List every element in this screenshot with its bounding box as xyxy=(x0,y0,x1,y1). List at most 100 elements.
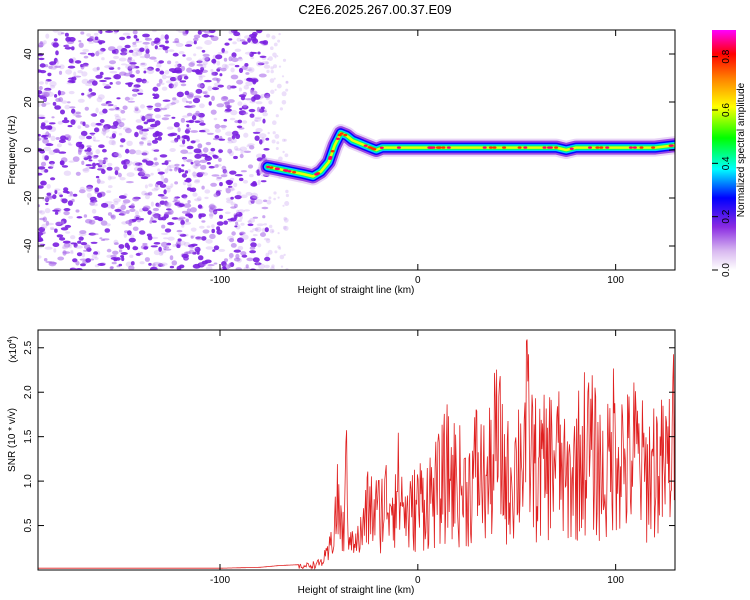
noise-point xyxy=(128,97,134,101)
noise-point xyxy=(174,63,180,68)
noise-point xyxy=(174,81,179,87)
noise-point xyxy=(82,48,90,53)
noise-point xyxy=(63,187,69,192)
noise-point xyxy=(265,238,271,244)
noise-point xyxy=(230,243,237,248)
noise-point xyxy=(163,237,169,240)
noise-point xyxy=(214,164,219,168)
noise-point xyxy=(238,87,242,92)
noise-point xyxy=(219,230,223,234)
noise-point xyxy=(52,194,57,200)
noise-point xyxy=(162,99,171,102)
noise-point xyxy=(52,209,60,212)
noise-point xyxy=(183,203,192,208)
noise-point xyxy=(88,88,93,92)
noise-point xyxy=(201,33,210,38)
noise-point xyxy=(43,146,51,152)
noise-point xyxy=(204,30,212,34)
noise-point xyxy=(244,35,251,39)
signal-hotspot xyxy=(335,137,340,140)
noise-point xyxy=(218,138,226,141)
noise-point xyxy=(279,254,285,260)
noise-point xyxy=(59,160,64,166)
noise-point xyxy=(216,226,221,231)
noise-point xyxy=(163,248,172,251)
snr-x-tick-label: 100 xyxy=(607,575,624,586)
noise-point xyxy=(211,95,215,102)
noise-point xyxy=(80,31,85,35)
noise-point xyxy=(72,156,80,162)
noise-point xyxy=(88,219,96,225)
noise-point xyxy=(160,82,165,86)
noise-point xyxy=(108,108,116,111)
noise-point xyxy=(111,140,117,146)
noise-point xyxy=(279,107,283,111)
noise-point xyxy=(211,71,216,76)
noise-point xyxy=(163,201,169,207)
noise-point xyxy=(67,142,72,146)
noise-point xyxy=(142,159,148,163)
noise-point xyxy=(67,134,72,140)
noise-point xyxy=(227,218,234,221)
noise-point xyxy=(206,162,211,165)
noise-point xyxy=(195,88,203,94)
noise-point xyxy=(42,98,47,101)
noise-point xyxy=(254,119,259,122)
noise-point xyxy=(205,155,210,158)
noise-point xyxy=(129,49,134,53)
signal-hotspot xyxy=(482,146,487,149)
noise-point xyxy=(169,255,174,261)
noise-point xyxy=(177,233,184,236)
noise-point xyxy=(146,127,155,130)
noise-point xyxy=(46,91,54,97)
noise-point xyxy=(158,60,164,64)
noise-point xyxy=(143,70,147,74)
noise-point xyxy=(113,198,121,203)
noise-point xyxy=(102,148,107,153)
noise-point xyxy=(160,232,169,235)
noise-point xyxy=(247,220,251,223)
noise-point xyxy=(271,264,275,268)
noise-point xyxy=(114,113,120,118)
noise-point xyxy=(151,139,159,144)
noise-point xyxy=(78,236,84,241)
noise-point xyxy=(246,257,254,262)
noise-point xyxy=(266,199,272,205)
noise-point xyxy=(38,226,46,233)
signal-hotspot xyxy=(343,133,348,137)
noise-point xyxy=(263,199,268,203)
noise-point xyxy=(225,131,233,136)
noise-point xyxy=(148,262,152,266)
noise-point xyxy=(249,88,254,93)
noise-point xyxy=(44,120,49,123)
noise-point xyxy=(135,50,143,56)
noise-point xyxy=(135,38,140,41)
noise-point xyxy=(228,56,233,62)
noise-point xyxy=(52,101,57,106)
noise-point xyxy=(242,120,248,124)
noise-point xyxy=(241,234,249,240)
noise-point xyxy=(65,69,72,75)
noise-point xyxy=(252,257,260,263)
noise-point xyxy=(53,38,58,42)
noise-point xyxy=(218,149,224,154)
noise-point xyxy=(176,240,181,246)
noise-point xyxy=(216,176,223,179)
noise-point xyxy=(265,96,270,101)
noise-point xyxy=(179,80,187,83)
noise-point xyxy=(123,193,128,197)
noise-point xyxy=(210,147,216,152)
signal-hotspot xyxy=(269,166,274,169)
noise-point xyxy=(110,214,116,220)
noise-point xyxy=(62,251,71,254)
noise-point xyxy=(213,85,219,88)
noise-point xyxy=(40,161,47,167)
noise-point xyxy=(86,155,92,160)
noise-point xyxy=(163,114,171,117)
noise-point xyxy=(135,252,141,256)
noise-point xyxy=(199,103,205,109)
signal-hotspot xyxy=(639,146,644,149)
noise-point xyxy=(67,101,71,104)
noise-point xyxy=(47,125,53,130)
noise-point xyxy=(116,45,123,51)
